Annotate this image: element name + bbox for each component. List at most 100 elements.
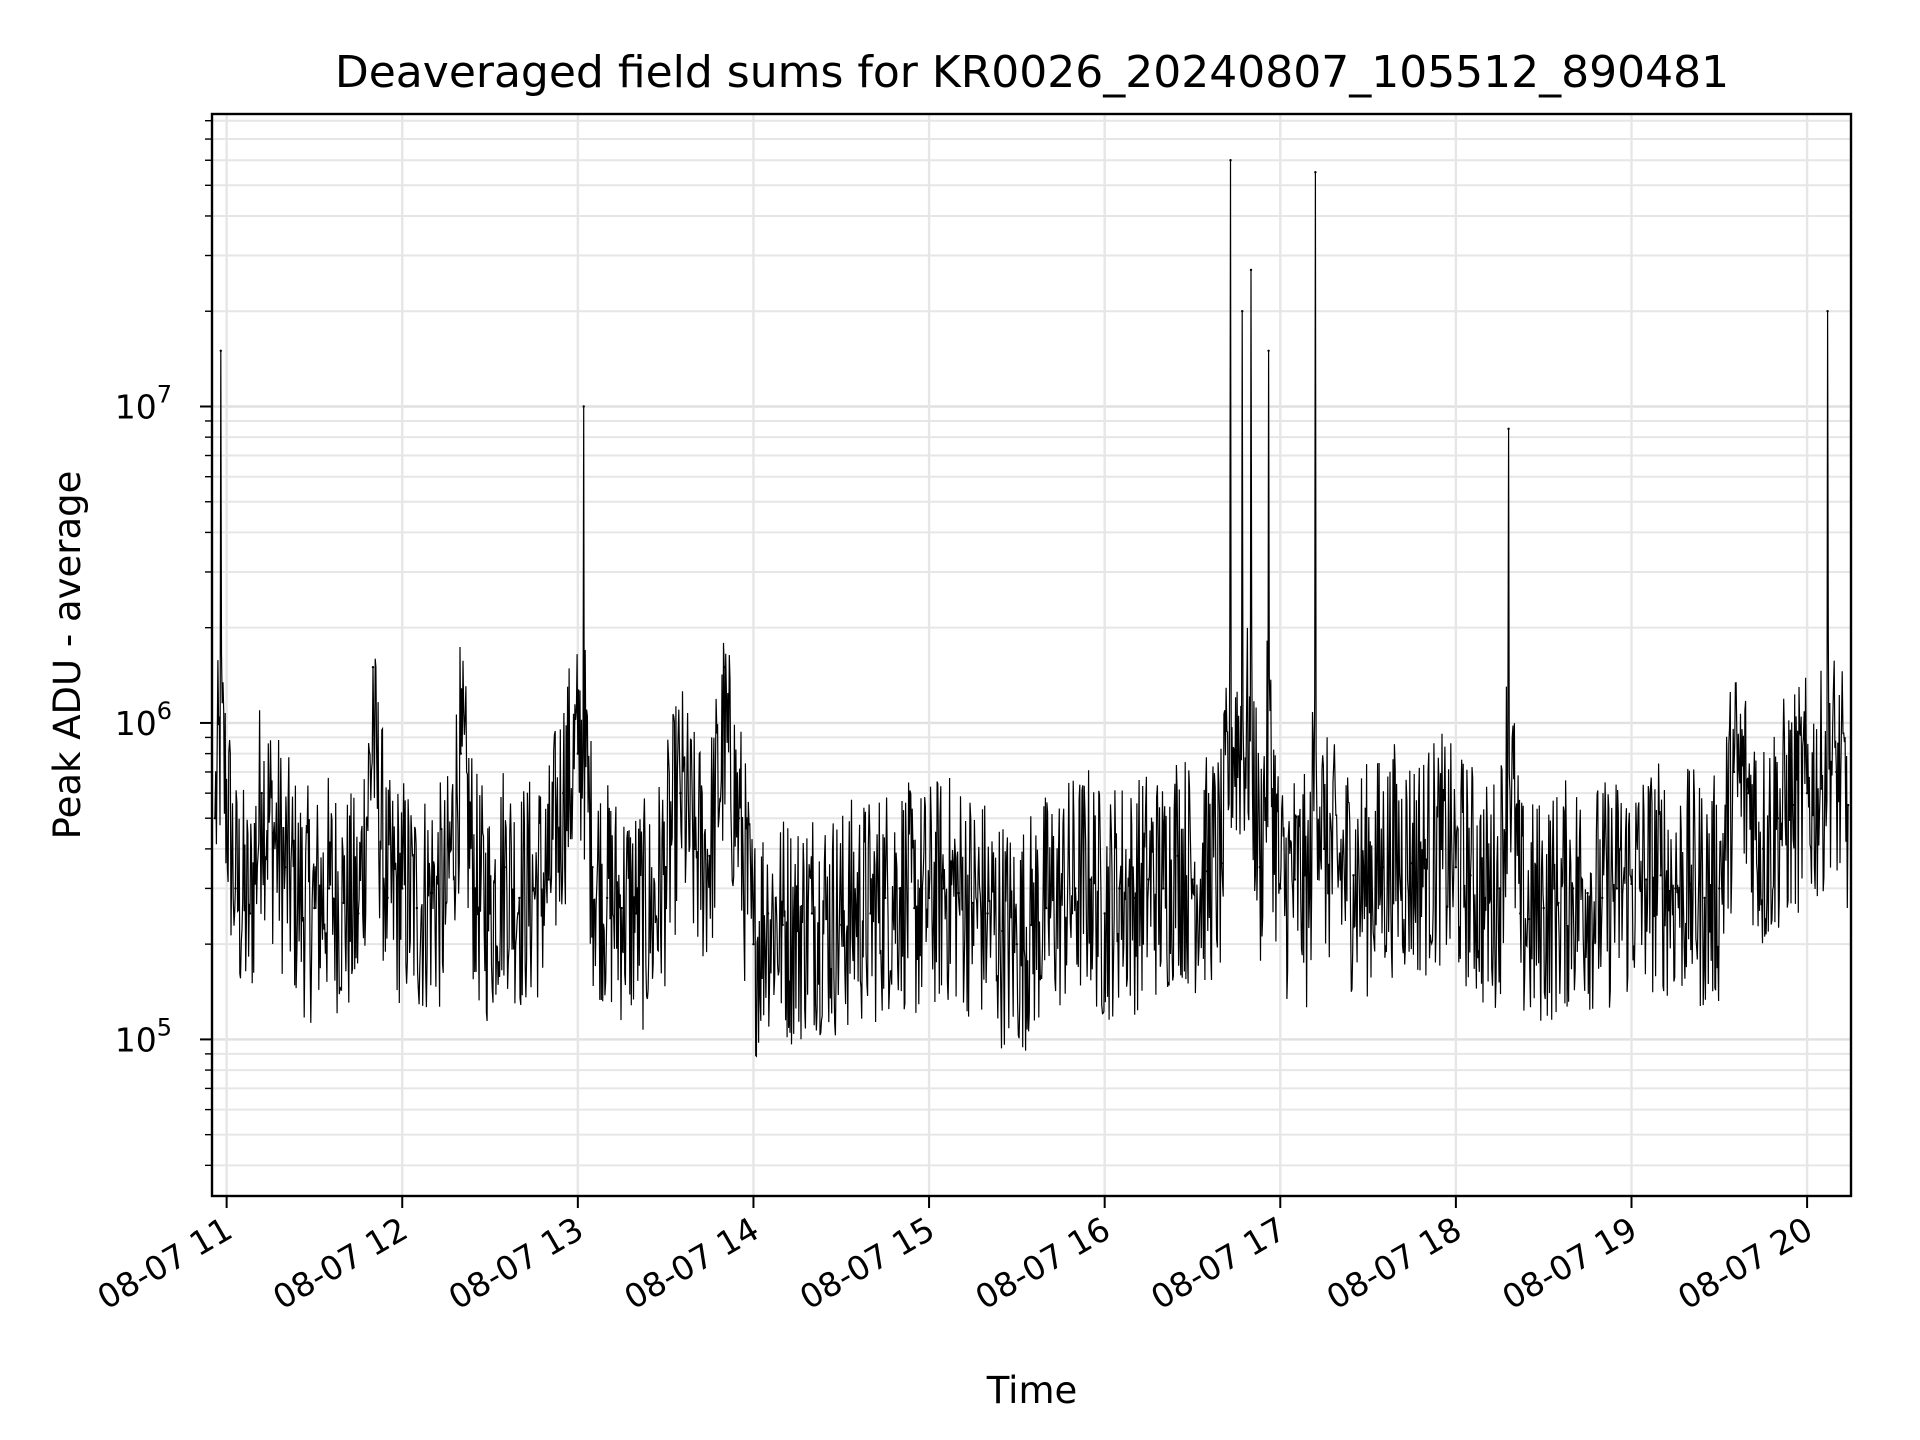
data-point — [927, 896, 931, 900]
data-point — [547, 878, 550, 881]
x-tick-label: 08-07 12 — [266, 1209, 414, 1317]
data-point — [737, 817, 741, 820]
data-point — [415, 906, 419, 910]
plot-frame — [210, 112, 1853, 1198]
data-point — [825, 917, 828, 921]
data-point — [488, 912, 492, 915]
data-point — [620, 906, 623, 910]
data-point — [1132, 896, 1136, 900]
y-axis-label: Peak ADU - average — [46, 471, 89, 840]
data-point — [1030, 923, 1033, 927]
data-point — [1205, 870, 1209, 873]
minor-gridlines — [212, 119, 1851, 1167]
data-point — [219, 349, 222, 352]
data-point — [1425, 858, 1428, 861]
data-point — [913, 906, 916, 910]
x-tick-label: 08-07 17 — [1144, 1209, 1292, 1317]
x-tick-label: 08-07 13 — [442, 1209, 590, 1317]
x-tick-label: 08-07 16 — [969, 1209, 1117, 1317]
data-point — [401, 887, 404, 890]
data-point — [1410, 862, 1414, 865]
data-point — [1659, 874, 1662, 877]
data-point — [708, 854, 711, 858]
data-point — [1776, 817, 1780, 820]
x-tick-label: 08-07 14 — [617, 1209, 765, 1317]
data-point — [1044, 906, 1048, 910]
data-point — [1835, 770, 1838, 774]
data-point — [1059, 896, 1062, 900]
data-point — [1542, 906, 1545, 910]
data-point — [386, 896, 389, 900]
data-point — [722, 666, 726, 669]
data-point — [532, 887, 536, 890]
data-point — [1293, 878, 1297, 881]
spikes — [213, 159, 1850, 946]
data-point — [1527, 917, 1531, 921]
data-point — [1001, 929, 1004, 933]
data-point — [986, 912, 989, 915]
data-point — [840, 923, 843, 927]
data-point — [1571, 887, 1575, 890]
data-point — [1507, 427, 1510, 431]
data-point — [1483, 896, 1487, 900]
data-point — [1601, 896, 1604, 900]
data-point — [752, 942, 755, 946]
x-tick-label: 08-07 18 — [1320, 1209, 1468, 1317]
y-tick-label: 106 — [115, 697, 172, 743]
data-point — [518, 896, 521, 900]
x-tick-label: 08-07 20 — [1671, 1209, 1819, 1317]
data-point — [503, 866, 506, 869]
data-point — [591, 866, 594, 869]
data-point — [1630, 882, 1633, 886]
data-point — [664, 866, 667, 869]
data-point — [1366, 878, 1370, 881]
y-axis-ticks: 105 106 107 — [115, 120, 212, 1167]
data-point — [357, 912, 360, 915]
y-tick-label: 107 — [115, 380, 172, 426]
data-point — [1088, 878, 1092, 881]
data-point — [766, 912, 770, 915]
data-point — [1454, 866, 1458, 869]
data-point — [1322, 847, 1326, 851]
data-point — [1241, 310, 1244, 313]
data-point — [1703, 896, 1706, 900]
data-point — [635, 912, 638, 915]
data-point — [1220, 862, 1223, 865]
data-point — [234, 887, 237, 890]
data-point — [869, 912, 872, 915]
y-tick-label: 105 — [115, 1013, 172, 1059]
data-point — [371, 666, 375, 669]
data-point — [883, 896, 887, 900]
data-point — [898, 887, 901, 890]
data-point — [971, 901, 975, 905]
data-point — [1314, 171, 1317, 174]
x-tick-label: 08-07 15 — [793, 1209, 941, 1317]
data-point — [1469, 874, 1472, 877]
data-point — [1586, 891, 1589, 895]
data-point — [474, 887, 477, 890]
data-point — [957, 891, 960, 895]
data-point — [1118, 887, 1121, 890]
data-point — [1352, 874, 1355, 877]
data-point — [213, 817, 217, 820]
data-point — [342, 901, 345, 905]
data-point — [1615, 887, 1619, 890]
data-point — [796, 929, 799, 933]
data-point — [1846, 803, 1850, 807]
major-gridlines — [212, 114, 1851, 1196]
data-point — [1176, 854, 1180, 858]
data-point — [1791, 803, 1794, 807]
data-point — [693, 847, 697, 851]
data-point — [298, 896, 302, 900]
data-point — [1732, 770, 1736, 774]
data-point — [327, 887, 331, 890]
data-point — [1820, 787, 1823, 790]
x-axis-ticks: 08-07 11 08-07 12 08-07 13 08-07 14 08-07 15… — [91, 1196, 1819, 1317]
data-point — [1747, 791, 1750, 795]
data-point — [1147, 878, 1150, 881]
data-point — [582, 405, 585, 408]
data-point — [605, 896, 609, 900]
data-point — [679, 791, 682, 795]
data-point — [562, 791, 565, 795]
